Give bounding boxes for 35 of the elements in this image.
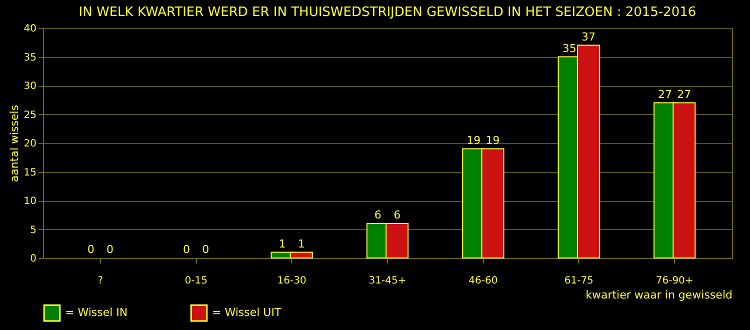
x-tick-label: 61-75	[564, 276, 594, 286]
data-label: 19	[486, 134, 500, 147]
y-tick-label: 15	[24, 167, 36, 178]
x-tick-label: ?	[98, 276, 104, 286]
data-label: 27	[677, 88, 692, 101]
y-tick-label: 5	[30, 224, 36, 236]
x-tick-label: 0-15	[184, 276, 208, 286]
y-tick-label: 35	[24, 52, 36, 64]
legend-label: = Wissel IN	[65, 306, 128, 320]
data-label: 6	[374, 208, 382, 222]
data-label: 1	[298, 237, 305, 250]
x-tick-label: 16-30	[277, 276, 306, 286]
data-label: 1	[278, 237, 286, 250]
y-tick-label: 10	[24, 196, 36, 207]
x-tick-label: 31-45+	[368, 276, 406, 286]
legend-label: = Wissel UIT	[212, 306, 282, 320]
y-tick-label: 0	[30, 254, 36, 264]
y-tick-label: 20	[24, 138, 36, 150]
data-label: 27	[658, 88, 672, 101]
x-axis-title: kwartier waar in gewisseld	[586, 288, 732, 302]
data-label: 0	[202, 243, 210, 256]
y-tick-label: 30	[24, 81, 36, 92]
y-tick-label: 40	[24, 24, 36, 34]
data-label: 19	[466, 134, 481, 147]
chart-title: IN WELK KWARTIER WERD ER IN THUISWEDSTRIJDEN GEWISSELD IN HET SEIZOEN : 2015-2016	[78, 5, 696, 20]
y-tick-label: 25	[24, 110, 36, 121]
x-tick-label: 76-90+	[656, 276, 694, 286]
data-label: 35	[562, 42, 576, 55]
data-label: 6	[394, 208, 401, 222]
data-label: 0	[106, 243, 114, 256]
data-label: 0	[87, 243, 94, 256]
data-label: 37	[581, 30, 596, 44]
data-label: 0	[183, 243, 190, 256]
x-tick-label: 46-60	[468, 276, 498, 286]
y-axis-title: aantal wissels	[8, 104, 21, 182]
